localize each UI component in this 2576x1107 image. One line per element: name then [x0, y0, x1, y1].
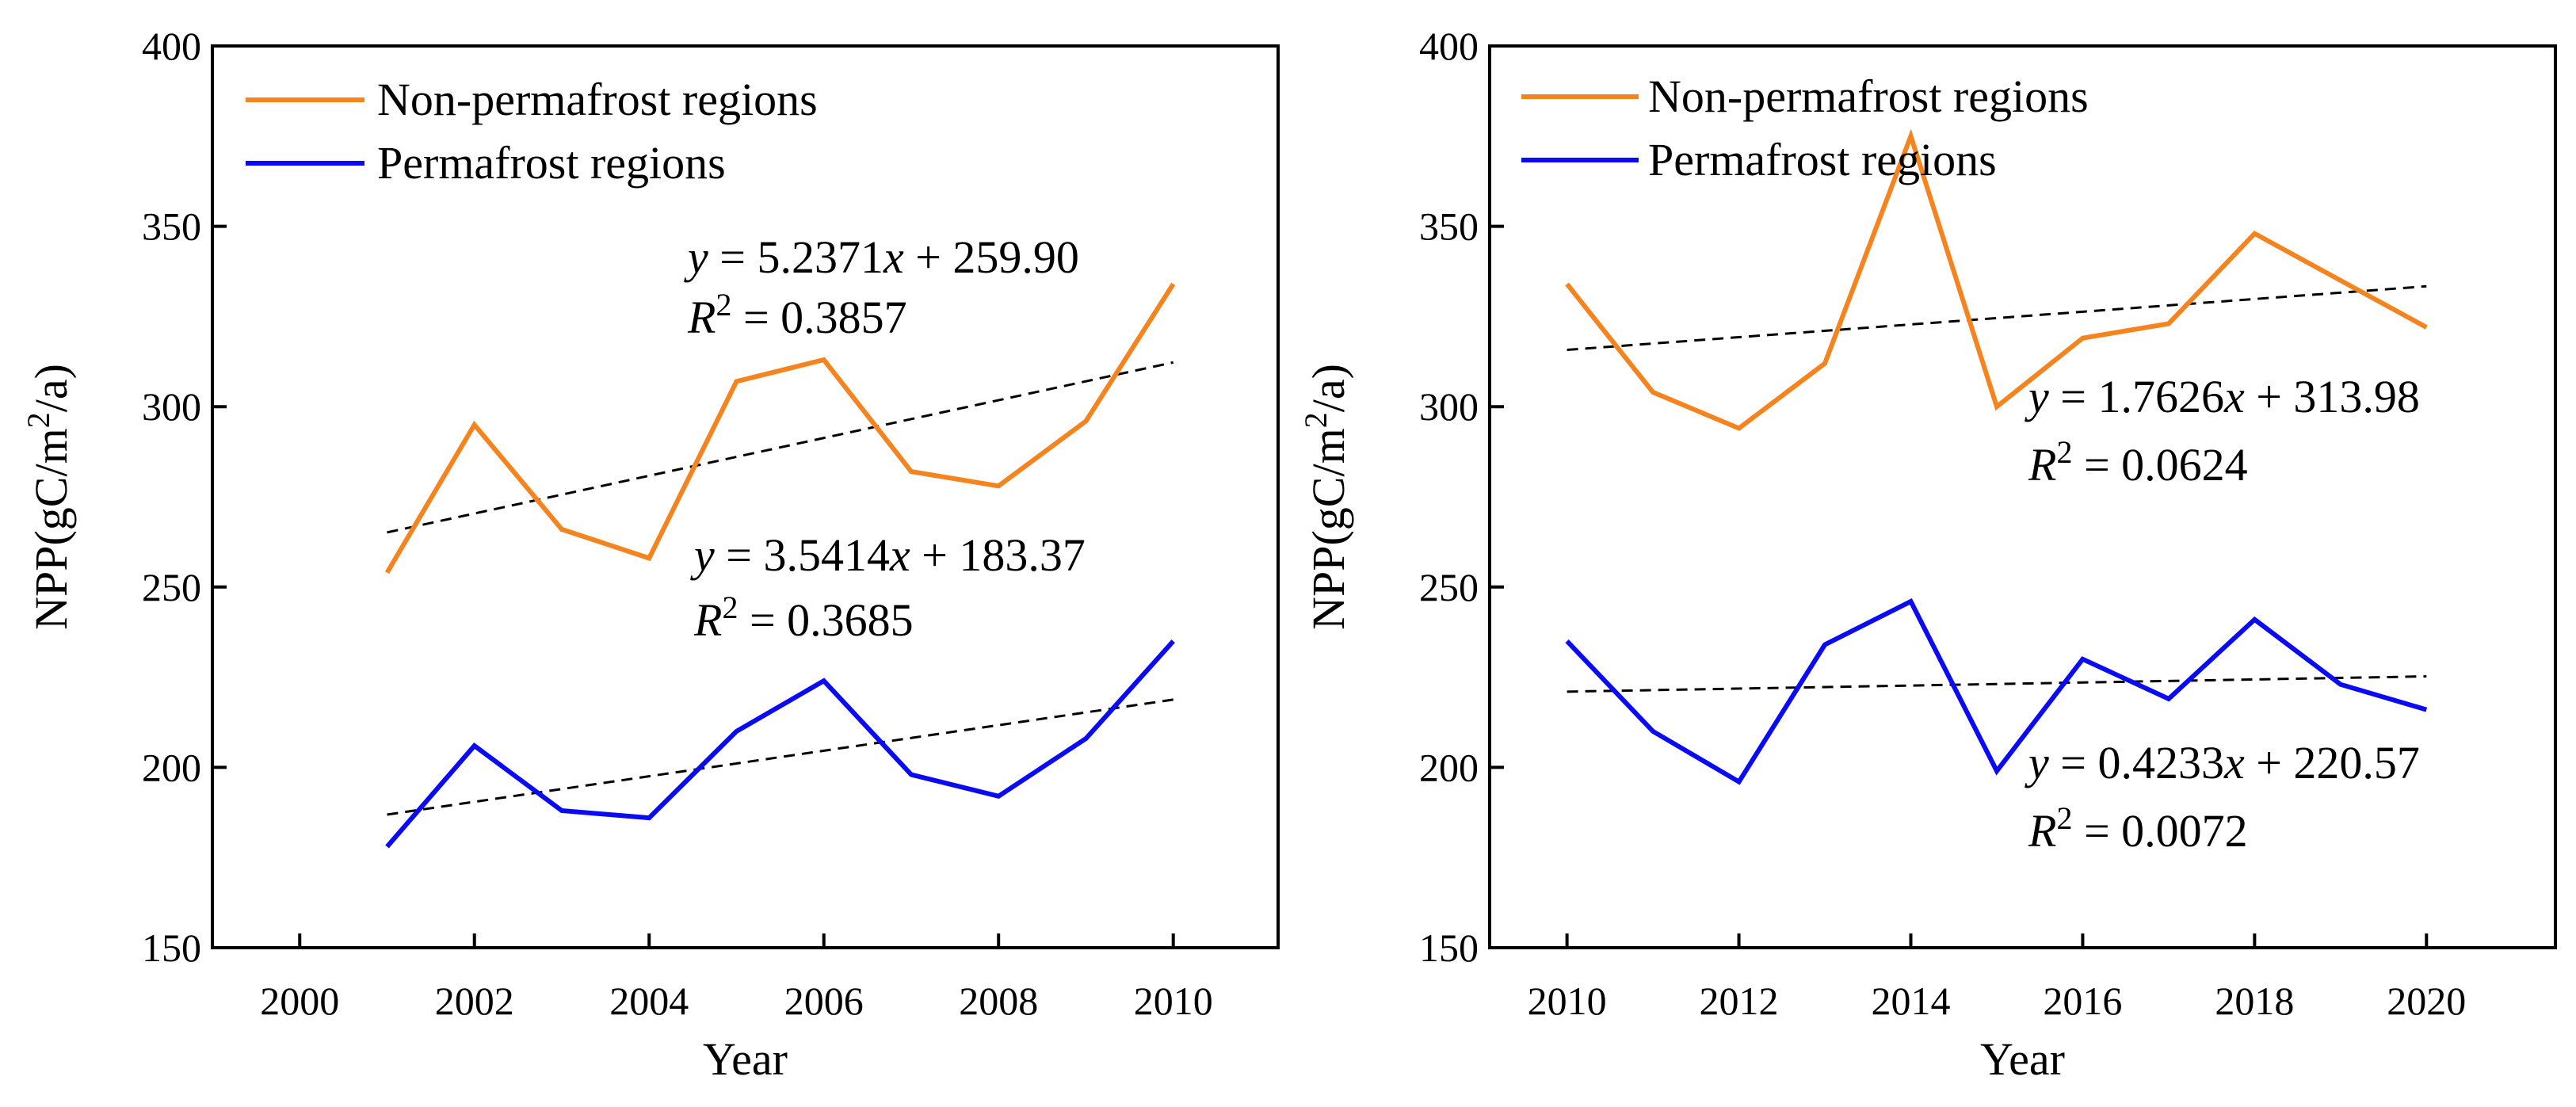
y-tick-label: 300 [142, 384, 201, 429]
equation-text: + 259.90 [904, 231, 1079, 283]
equation-var: y [690, 529, 715, 581]
y-tick-label: 300 [1419, 384, 1479, 429]
equation-var: x [883, 231, 904, 283]
y-tick-label: 200 [142, 745, 201, 789]
y-axis-title-text: /a) [1303, 364, 1354, 412]
r2-sup: 2 [2056, 434, 2072, 470]
regression-equation: y = 5.2371x + 259.90 [684, 231, 1079, 283]
legend-label: Non-permafrost regions [377, 74, 818, 125]
y-tick-label: 350 [142, 204, 201, 249]
x-axis-title: Year [1980, 1033, 2065, 1085]
r-squared: R2 = 0.0072 [2028, 800, 2248, 857]
x-tick-label: 2000 [260, 979, 339, 1023]
x-tick-label: 2010 [1528, 979, 1607, 1023]
regression-equation: y = 0.4233x + 220.57 [2025, 737, 2420, 788]
y-axis-title-text: NPP(gC/m [25, 428, 77, 630]
equation-var: x [2223, 371, 2245, 422]
r2-text: = 0.0624 [2072, 439, 2247, 491]
r2-sup: 2 [722, 590, 738, 625]
trendline-1 [387, 361, 1174, 534]
r-squared: R2 = 0.3685 [693, 590, 914, 647]
y-tick-label: 400 [142, 24, 201, 68]
legend-label: Permafrost regions [377, 137, 726, 189]
equation-text: = 5.2371 [708, 231, 883, 283]
x-tick-label: 2006 [784, 979, 864, 1023]
equation-var: x [889, 529, 910, 581]
series-line-non-permafrost [1565, 128, 2428, 431]
equation-text: = 1.7626 [2049, 371, 2224, 422]
trendline-2 [1567, 675, 2427, 693]
equation-text: + 183.37 [910, 529, 1086, 581]
y-axis-title: NPP(gC/m2/a) [21, 364, 78, 630]
equation-text: = 3.5414 [715, 529, 890, 581]
r2-var: R [2028, 439, 2056, 491]
r2-sup: 2 [2056, 800, 2072, 836]
x-tick-label: 2020 [2387, 979, 2466, 1023]
r-squared: R2 = 0.0624 [2028, 434, 2248, 491]
y-tick-label: 200 [1419, 745, 1479, 789]
r2-var: R [687, 292, 716, 343]
legend-label: Permafrost regions [1648, 134, 1997, 185]
y-axis-title-text: /a) [25, 364, 77, 412]
r2-var: R [2028, 805, 2056, 857]
y-tick-label: 350 [1419, 204, 1479, 249]
y-axis-title: NPP(gC/m2/a) [1298, 364, 1355, 630]
chart-panel-1: 150 200 250 300 350 400 2000 2002 2004 2006 2008 20… [21, 24, 1280, 1085]
equation-text: = 0.4233 [2049, 737, 2224, 788]
r2-text: = 0.0072 [2072, 805, 2247, 857]
trendline-1 [1567, 284, 2427, 352]
regression-equation: y = 1.7626x + 313.98 [2025, 371, 2420, 422]
trendline-2 [387, 698, 1174, 816]
x-tick-label: 2010 [1134, 979, 1213, 1023]
series-line-permafrost [1565, 597, 2428, 785]
x-tick-label: 2018 [2215, 979, 2294, 1023]
equation-var: y [2025, 737, 2049, 788]
x-tick-label: 2014 [1871, 979, 1950, 1023]
equation-var: y [684, 231, 708, 283]
equation-text: + 313.98 [2245, 371, 2420, 422]
y-axis-title-text: NPP(gC/m [1303, 428, 1354, 630]
chart-panel-2: 150 200 250 300 350 400 2010 2012 2014 2016 2018 20… [1298, 24, 2557, 1085]
r2-sup: 2 [716, 287, 731, 323]
x-tick-label: 2008 [959, 979, 1038, 1023]
y-tick-label: 150 [142, 926, 201, 970]
x-tick-label: 2012 [1700, 979, 1779, 1023]
equation-var: x [2223, 737, 2245, 788]
plot-frame [211, 44, 1280, 949]
r2-text: = 0.3685 [738, 594, 913, 646]
y-tick-label: 400 [1419, 24, 1479, 68]
y-tick-label: 150 [1419, 926, 1479, 970]
r2-text: = 0.3857 [731, 292, 906, 343]
regression-equation: y = 3.5414x + 183.37 [690, 529, 1086, 581]
y-axis-title-sup: 2 [21, 412, 56, 428]
equation-text: + 220.57 [2245, 737, 2420, 788]
y-tick-label: 250 [142, 565, 201, 609]
x-axis-title: Year [703, 1033, 788, 1085]
r-squared: R2 = 0.3857 [687, 287, 907, 344]
y-tick-label: 250 [1419, 565, 1479, 609]
r2-var: R [693, 594, 722, 646]
legend-label: Non-permafrost regions [1648, 71, 2089, 122]
equation-var: y [2025, 371, 2049, 422]
series-line-permafrost [385, 639, 1175, 849]
plot-frame [1488, 44, 2557, 949]
x-tick-label: 2004 [609, 979, 689, 1023]
y-axis-title-sup: 2 [1298, 412, 1334, 428]
series-line-non-permafrost [384, 282, 1176, 574]
x-tick-label: 2002 [435, 979, 514, 1023]
x-tick-label: 2016 [2043, 979, 2122, 1023]
